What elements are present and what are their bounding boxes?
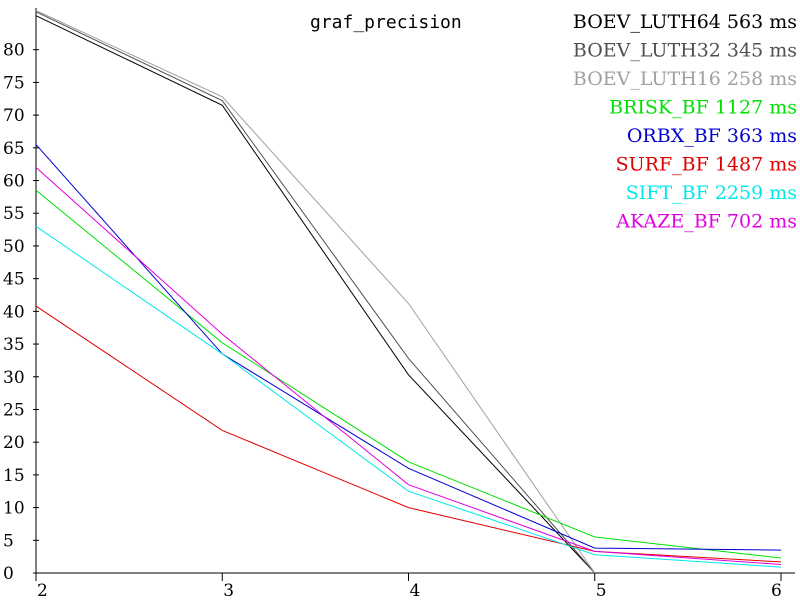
- legend-series-name: BOEV_LUTH32: [573, 40, 721, 62]
- legend-series-time: 258: [721, 68, 763, 90]
- y-tick-label: 5: [3, 531, 14, 551]
- y-tick-label: 40: [3, 302, 25, 322]
- y-tick-label: 20: [3, 433, 25, 453]
- series-line-surf-bf: [35, 305, 782, 563]
- series-lines: [35, 10, 782, 574]
- legend-series-name: BOEV_LUTH64: [573, 11, 721, 33]
- y-tick-label: 30: [3, 368, 25, 388]
- legend-series-unit: ms: [763, 11, 797, 33]
- legend-series-unit: ms: [763, 125, 797, 147]
- legend-series-time: 363: [721, 125, 763, 147]
- legend-entry-boev-luth32: BOEV_LUTH32 345 ms: [573, 40, 797, 62]
- y-tick-label: 80: [3, 41, 25, 61]
- legend-entry-brisk-bf: BRISK_BF 1127 ms: [609, 97, 797, 119]
- y-tick-label: 15: [3, 466, 25, 486]
- y-tick-label: 75: [3, 73, 25, 93]
- legend-series-time: 345: [721, 40, 763, 62]
- y-tick-label: 50: [3, 237, 25, 257]
- legend-series-time: 1127: [709, 97, 763, 119]
- legend-series-name: SURF_BF: [616, 154, 709, 176]
- x-tick-label: 4: [410, 581, 421, 600]
- legend-series-unit: ms: [763, 68, 797, 90]
- legend-entry-boev-luth16: BOEV_LUTH16 258 ms: [573, 68, 797, 90]
- y-tick-label: 0: [3, 564, 14, 584]
- legend-series-name: BOEV_LUTH16: [573, 68, 721, 90]
- series-line-orbx-bf: [35, 144, 782, 551]
- y-tick-label: 65: [3, 139, 25, 159]
- series-line-boev-luth16: [35, 10, 596, 574]
- x-tick-label: 6: [771, 581, 782, 600]
- legend-series-time: 1487: [709, 154, 763, 176]
- legend-series-name: SIFT_BF: [626, 182, 709, 204]
- legend-series-name: AKAZE_BF: [615, 211, 721, 233]
- y-tick-label: 70: [3, 106, 25, 126]
- legend-series-time: 702: [721, 211, 763, 233]
- x-tick-label: 5: [596, 581, 607, 600]
- legend-entry-boev-luth64: BOEV_LUTH64 563 ms: [573, 11, 797, 33]
- series-line-akaze-bf: [35, 167, 782, 565]
- y-tick-label: 45: [3, 270, 25, 290]
- series-line-boev-luth32: [35, 11, 596, 574]
- chart-title: graf_precision: [310, 12, 462, 33]
- x-tick-label: 3: [223, 581, 234, 600]
- legend-series-time: 2259: [709, 182, 763, 204]
- legend-series-unit: ms: [763, 211, 797, 233]
- series-line-boev-luth64: [35, 15, 596, 574]
- y-tick-label: 10: [3, 499, 25, 519]
- legend-entry-sift-bf: SIFT_BF 2259 ms: [626, 182, 797, 204]
- y-tick-label: 25: [3, 400, 25, 420]
- y-tick-label: 60: [3, 172, 25, 192]
- legend-series-name: BRISK_BF: [609, 97, 709, 119]
- y-tick-label: 55: [3, 204, 25, 224]
- x-tick-label: 2: [37, 581, 48, 600]
- y-tick-label: 35: [3, 335, 25, 355]
- legend-entry-surf-bf: SURF_BF 1487 ms: [616, 154, 797, 176]
- legend-entry-orbx-bf: ORBX_BF 363 ms: [627, 125, 797, 147]
- legend-series-name: ORBX_BF: [627, 125, 721, 147]
- series-line-sift-bf: [35, 225, 782, 568]
- legend-entry-akaze-bf: AKAZE_BF 702 ms: [615, 211, 797, 233]
- legend-series-unit: ms: [763, 40, 797, 62]
- legend-series-time: 563: [721, 11, 763, 33]
- series-line-brisk-bf: [35, 189, 782, 559]
- legend-series-unit: ms: [763, 182, 797, 204]
- legend-series-unit: ms: [763, 154, 797, 176]
- legend-series-unit: ms: [763, 97, 797, 119]
